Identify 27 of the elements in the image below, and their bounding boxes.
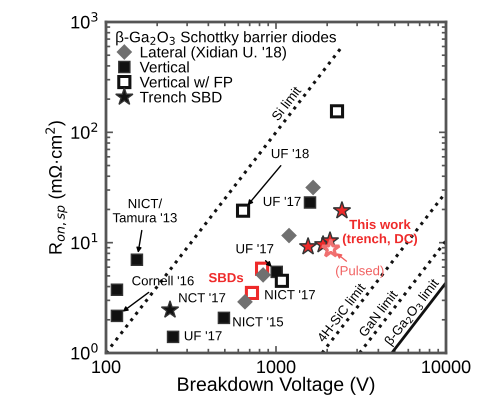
legend-label: Trench SBD xyxy=(140,91,222,103)
legend-label: Vertical w/ FP xyxy=(140,76,232,88)
legend-label: Lateral (Xidian U. '18) xyxy=(140,46,286,61)
x-tick-label: 100 xyxy=(92,360,120,374)
annotation: This work (trench, DC) xyxy=(342,219,418,246)
annotation: UF '18 xyxy=(272,148,309,158)
y-tick-label: 10$^{1}$ xyxy=(72,232,98,250)
annotation: SBDs xyxy=(208,272,244,282)
text: Si limit xyxy=(270,85,302,122)
legend-title: β-Ga$_{2}$O$_{3}$ Schottky barrier diodes xyxy=(116,31,336,46)
x-axis-title: Breakdown Voltage (V) xyxy=(178,376,374,395)
y-tick-label: 10$^{2}$ xyxy=(72,122,98,139)
annotation: NCT '17 xyxy=(179,293,226,302)
annotation: NICT '15 xyxy=(233,317,284,326)
x-tick-label: 1000 xyxy=(257,360,296,374)
annotation: (Pulsed) xyxy=(336,266,384,278)
y-tick-label: 10$^{0}$ xyxy=(72,343,98,360)
annotation: Cornell '16 xyxy=(132,276,194,286)
legend-label: Vertical xyxy=(140,61,189,73)
annotation: UF '17 xyxy=(236,244,274,254)
annotation: NICT/ Tamura '13 xyxy=(112,198,177,222)
x-tick-label: 10000 xyxy=(422,360,470,374)
y-axis-title: R$_{on,sp}$ (mΩ·cm$^{2}$) xyxy=(45,121,68,254)
y-tick-label: 10$^{3}$ xyxy=(72,12,98,29)
annotation: UF '17 xyxy=(184,331,222,340)
annotation: UF '17 xyxy=(264,196,301,206)
annotation: NICT '17 xyxy=(265,290,315,300)
